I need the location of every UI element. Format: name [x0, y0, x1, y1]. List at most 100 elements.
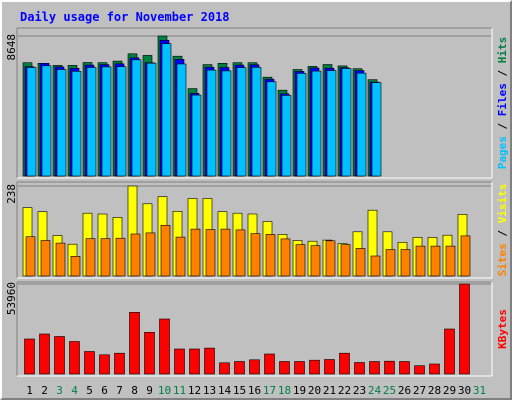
bar-visits-sites-day-9 [145, 232, 156, 277]
panel-legend: KBytes [496, 309, 509, 349]
legend-segment-4: Hits [496, 37, 509, 64]
x-tick-label-day-3: 3 [56, 384, 63, 397]
bar-visits-sites-day-17 [265, 234, 276, 277]
bar-hits-pages-day-7 [116, 66, 127, 177]
bar-kbytes-kbytes-day-2 [39, 333, 50, 375]
bar-visits-sites-day-24 [370, 255, 381, 277]
bar-visits-sites-day-14 [220, 228, 231, 277]
bar-visits-sites-day-13 [205, 229, 216, 277]
x-tick-label-day-23: 23 [353, 384, 366, 397]
x-tick-label-day-14: 14 [218, 384, 232, 397]
bar-kbytes-kbytes-day-9 [144, 331, 155, 375]
bar-visits-sites-day-28 [430, 245, 441, 277]
bar-kbytes-kbytes-day-25 [384, 360, 395, 375]
bar-kbytes-kbytes-day-22 [339, 352, 350, 375]
bar-kbytes-kbytes-day-13 [204, 347, 215, 375]
bar-visits-sites-day-30 [460, 235, 471, 277]
x-tick-label-day-15: 15 [233, 384, 246, 397]
x-tick-label-day-16: 16 [248, 384, 261, 397]
bar-visits-sites-day-23 [355, 248, 366, 277]
bar-kbytes-kbytes-day-20 [309, 359, 320, 375]
bar-kbytes-kbytes-day-3 [54, 336, 65, 375]
bar-visits-sites-day-1 [25, 236, 36, 277]
legend-segment-0: Pages [496, 136, 509, 169]
panel-kbytes: 53960 KBytes [5, 281, 509, 377]
x-tick-label-day-18: 18 [278, 384, 291, 397]
panel-max-label: 8648 [5, 34, 18, 61]
x-tick-label-day-19: 19 [293, 384, 306, 397]
bar-hits-pages-day-17 [266, 81, 277, 177]
x-tick-label-day-20: 20 [308, 384, 321, 397]
bar-kbytes-kbytes-day-12 [189, 348, 200, 375]
bar-hits-pages-day-22 [341, 68, 352, 177]
x-tick-label-day-28: 28 [428, 384, 441, 397]
bar-visits-sites-day-6 [100, 238, 111, 277]
x-tick-label-day-29: 29 [443, 384, 456, 397]
bar-kbytes-kbytes-day-18 [279, 361, 290, 375]
bar-hits-pages-day-24 [371, 82, 382, 177]
bar-kbytes-kbytes-day-23 [354, 362, 365, 375]
bar-visits-sites-day-21 [325, 240, 336, 277]
panel-visits: 238 Sites / Visits [5, 181, 509, 279]
bar-visits-sites-day-16 [250, 233, 261, 277]
legend-segment-0: KBytes [496, 309, 509, 349]
bar-visits-sites-day-5 [85, 238, 96, 277]
legend-segment-0: Sites [496, 243, 509, 276]
bar-hits-pages-day-14 [221, 70, 232, 177]
x-tick-label-day-17: 17 [263, 384, 276, 397]
bar-kbytes-kbytes-day-27 [414, 365, 425, 375]
bar-hits-pages-day-8 [131, 59, 142, 177]
bar-kbytes-kbytes-day-7 [114, 352, 125, 375]
bar-hits-pages-day-21 [326, 70, 337, 177]
bar-kbytes-kbytes-day-19 [294, 361, 305, 375]
bar-kbytes-kbytes-day-11 [174, 348, 185, 375]
bar-hits-pages-day-11 [176, 63, 187, 177]
bar-visits-sites-day-22 [340, 244, 351, 277]
legend-segment-2: Visits [496, 184, 509, 224]
bar-hits-pages-day-23 [356, 72, 367, 177]
bar-visits-sites-day-27 [415, 245, 426, 277]
bar-kbytes-kbytes-day-21 [324, 359, 335, 375]
x-tick-label-day-2: 2 [41, 384, 48, 397]
legend-segment-1: / [496, 223, 509, 243]
panel-hits: 8648 Pages / Files / Hits [5, 27, 509, 179]
panel-max-label: 238 [5, 184, 18, 204]
x-tick-label-day-31: 31 [473, 384, 486, 397]
panel-legend: Sites / Visits [496, 184, 509, 277]
x-tick-label-day-30: 30 [458, 384, 471, 397]
bar-hits-pages-day-9 [146, 62, 157, 177]
x-tick-label-day-6: 6 [101, 384, 108, 397]
bar-visits-sites-day-20 [310, 245, 321, 277]
legend-segment-1: / [496, 116, 509, 136]
bar-visits-sites-day-10 [160, 225, 171, 277]
x-tick-label-day-21: 21 [323, 384, 336, 397]
legend-segment-2: Files [496, 83, 509, 116]
bar-kbytes-kbytes-day-15 [234, 361, 245, 375]
bar-hits-pages-day-13 [206, 69, 217, 177]
bar-visits-sites-day-4 [70, 256, 81, 277]
x-tick-label-day-22: 22 [338, 384, 351, 397]
bar-kbytes-kbytes-day-10 [159, 318, 170, 375]
bar-kbytes-kbytes-day-5 [84, 351, 95, 375]
x-tick-label-day-26: 26 [398, 384, 411, 397]
bar-kbytes-kbytes-day-8 [129, 311, 140, 375]
bar-visits-sites-day-15 [235, 229, 246, 277]
x-tick-label-day-10: 10 [158, 384, 171, 397]
bar-hits-pages-day-12 [191, 94, 202, 177]
x-tick-label-day-27: 27 [413, 384, 426, 397]
bar-kbytes-kbytes-day-4 [69, 341, 80, 375]
bar-visits-sites-day-25 [385, 249, 396, 277]
bar-visits-sites-day-2 [40, 240, 51, 277]
bar-visits-sites-day-19 [295, 244, 306, 277]
bar-hits-pages-day-6 [101, 66, 112, 177]
x-tick-label-day-11: 11 [173, 384, 186, 397]
x-tick-label-day-25: 25 [383, 384, 396, 397]
legend-segment-3: / [496, 63, 509, 83]
bar-kbytes-kbytes-day-30 [459, 283, 470, 375]
bar-visits-sites-day-8 [130, 233, 141, 277]
bar-visits-sites-day-11 [175, 236, 186, 277]
x-tick-label-day-24: 24 [368, 384, 382, 397]
bar-visits-sites-day-26 [400, 249, 411, 277]
